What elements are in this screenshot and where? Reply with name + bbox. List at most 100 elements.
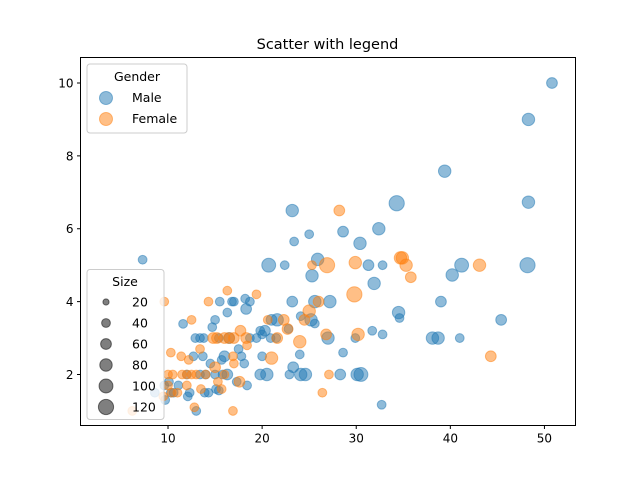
point-male <box>261 257 277 273</box>
point-female <box>222 285 233 296</box>
point-female <box>404 271 417 284</box>
point-female <box>242 340 252 351</box>
point-male <box>279 260 290 271</box>
point-female <box>233 375 246 388</box>
size-legend-marker <box>100 338 112 350</box>
point-female <box>307 260 317 271</box>
point-male <box>178 318 188 329</box>
point-male <box>353 236 367 251</box>
gender-legend-title: Gender <box>114 69 161 84</box>
point-female <box>399 258 413 272</box>
point-male <box>304 229 315 240</box>
point-male <box>239 358 250 369</box>
point-male <box>376 399 387 410</box>
point-female <box>234 324 247 337</box>
point-female <box>177 369 188 380</box>
x-tick-label: 10 <box>160 432 175 446</box>
points-layer <box>127 77 558 416</box>
point-female <box>351 327 365 342</box>
axes-frame <box>80 57 576 426</box>
point-male <box>519 257 536 274</box>
point-female <box>333 204 346 217</box>
point-female <box>264 351 279 365</box>
x-tick-label: 20 <box>254 432 269 446</box>
point-male <box>294 349 305 360</box>
point-female <box>324 369 334 380</box>
point-male <box>337 225 349 238</box>
gender-legend: Gender Male Female <box>86 63 188 134</box>
point-male <box>338 347 348 358</box>
point-female <box>293 334 307 349</box>
point-female <box>472 258 487 272</box>
chart-title: Scatter with legend <box>257 37 399 53</box>
point-male <box>362 259 375 272</box>
y-tick-label: 6 <box>66 222 74 236</box>
point-male <box>286 295 299 308</box>
x-tick-label: 30 <box>349 432 364 446</box>
point-male <box>377 260 388 271</box>
point-male <box>353 367 369 382</box>
point-female <box>163 369 173 380</box>
point-male <box>521 195 536 209</box>
x-tick-label: 40 <box>443 432 458 446</box>
point-male <box>323 294 337 309</box>
point-female <box>298 313 311 326</box>
point-male <box>431 331 445 345</box>
point-male <box>372 222 386 236</box>
point-male <box>367 325 378 336</box>
point-female <box>196 384 206 394</box>
size-legend: Size 20 40 60 80 100 120 <box>86 269 165 420</box>
point-male <box>198 333 209 343</box>
size-legend-label: 120 <box>132 400 156 415</box>
size-legend-marker <box>99 358 113 372</box>
point-male <box>227 296 237 307</box>
legend-label-female: Female <box>132 111 178 126</box>
x-tick-label: 50 <box>537 432 552 446</box>
point-female <box>186 314 197 325</box>
point-male <box>244 296 255 307</box>
point-female <box>216 384 227 394</box>
legend-label-male: Male <box>132 90 162 105</box>
point-female <box>189 402 200 413</box>
point-female <box>271 332 284 344</box>
legend-marker-male <box>99 91 113 105</box>
point-male <box>222 307 233 318</box>
size-legend-label: 40 <box>132 316 148 331</box>
point-female <box>195 344 205 354</box>
y-tick-label: 2 <box>66 368 74 382</box>
legend-marker-female <box>99 112 113 126</box>
point-male <box>298 367 313 382</box>
point-female <box>251 289 262 300</box>
point-male <box>285 203 299 218</box>
point-male <box>454 257 470 273</box>
point-male <box>495 313 508 326</box>
size-legend-marker <box>101 318 111 328</box>
size-legend-marker <box>102 298 110 306</box>
size-legend-marker <box>98 378 114 394</box>
point-female <box>203 296 214 307</box>
point-male <box>137 254 148 265</box>
point-male <box>445 268 459 282</box>
size-legend-title: Size <box>112 274 138 289</box>
point-male <box>546 77 558 89</box>
point-male <box>305 269 319 283</box>
point-female <box>229 358 239 369</box>
point-male <box>521 112 536 127</box>
point-male <box>435 295 447 308</box>
size-legend-marker <box>97 398 115 416</box>
point-male <box>377 329 388 340</box>
size-legend-label: 80 <box>132 358 148 373</box>
point-male <box>214 296 225 307</box>
point-male <box>190 333 201 343</box>
point-male <box>367 276 381 291</box>
y-tick-label: 8 <box>66 149 74 163</box>
point-male <box>334 368 347 381</box>
point-male <box>394 313 405 323</box>
point-female <box>262 314 273 325</box>
point-female <box>281 323 294 335</box>
point-female <box>172 387 183 398</box>
size-legend-label: 100 <box>132 379 156 394</box>
point-male <box>388 195 405 212</box>
point-male <box>454 333 465 343</box>
